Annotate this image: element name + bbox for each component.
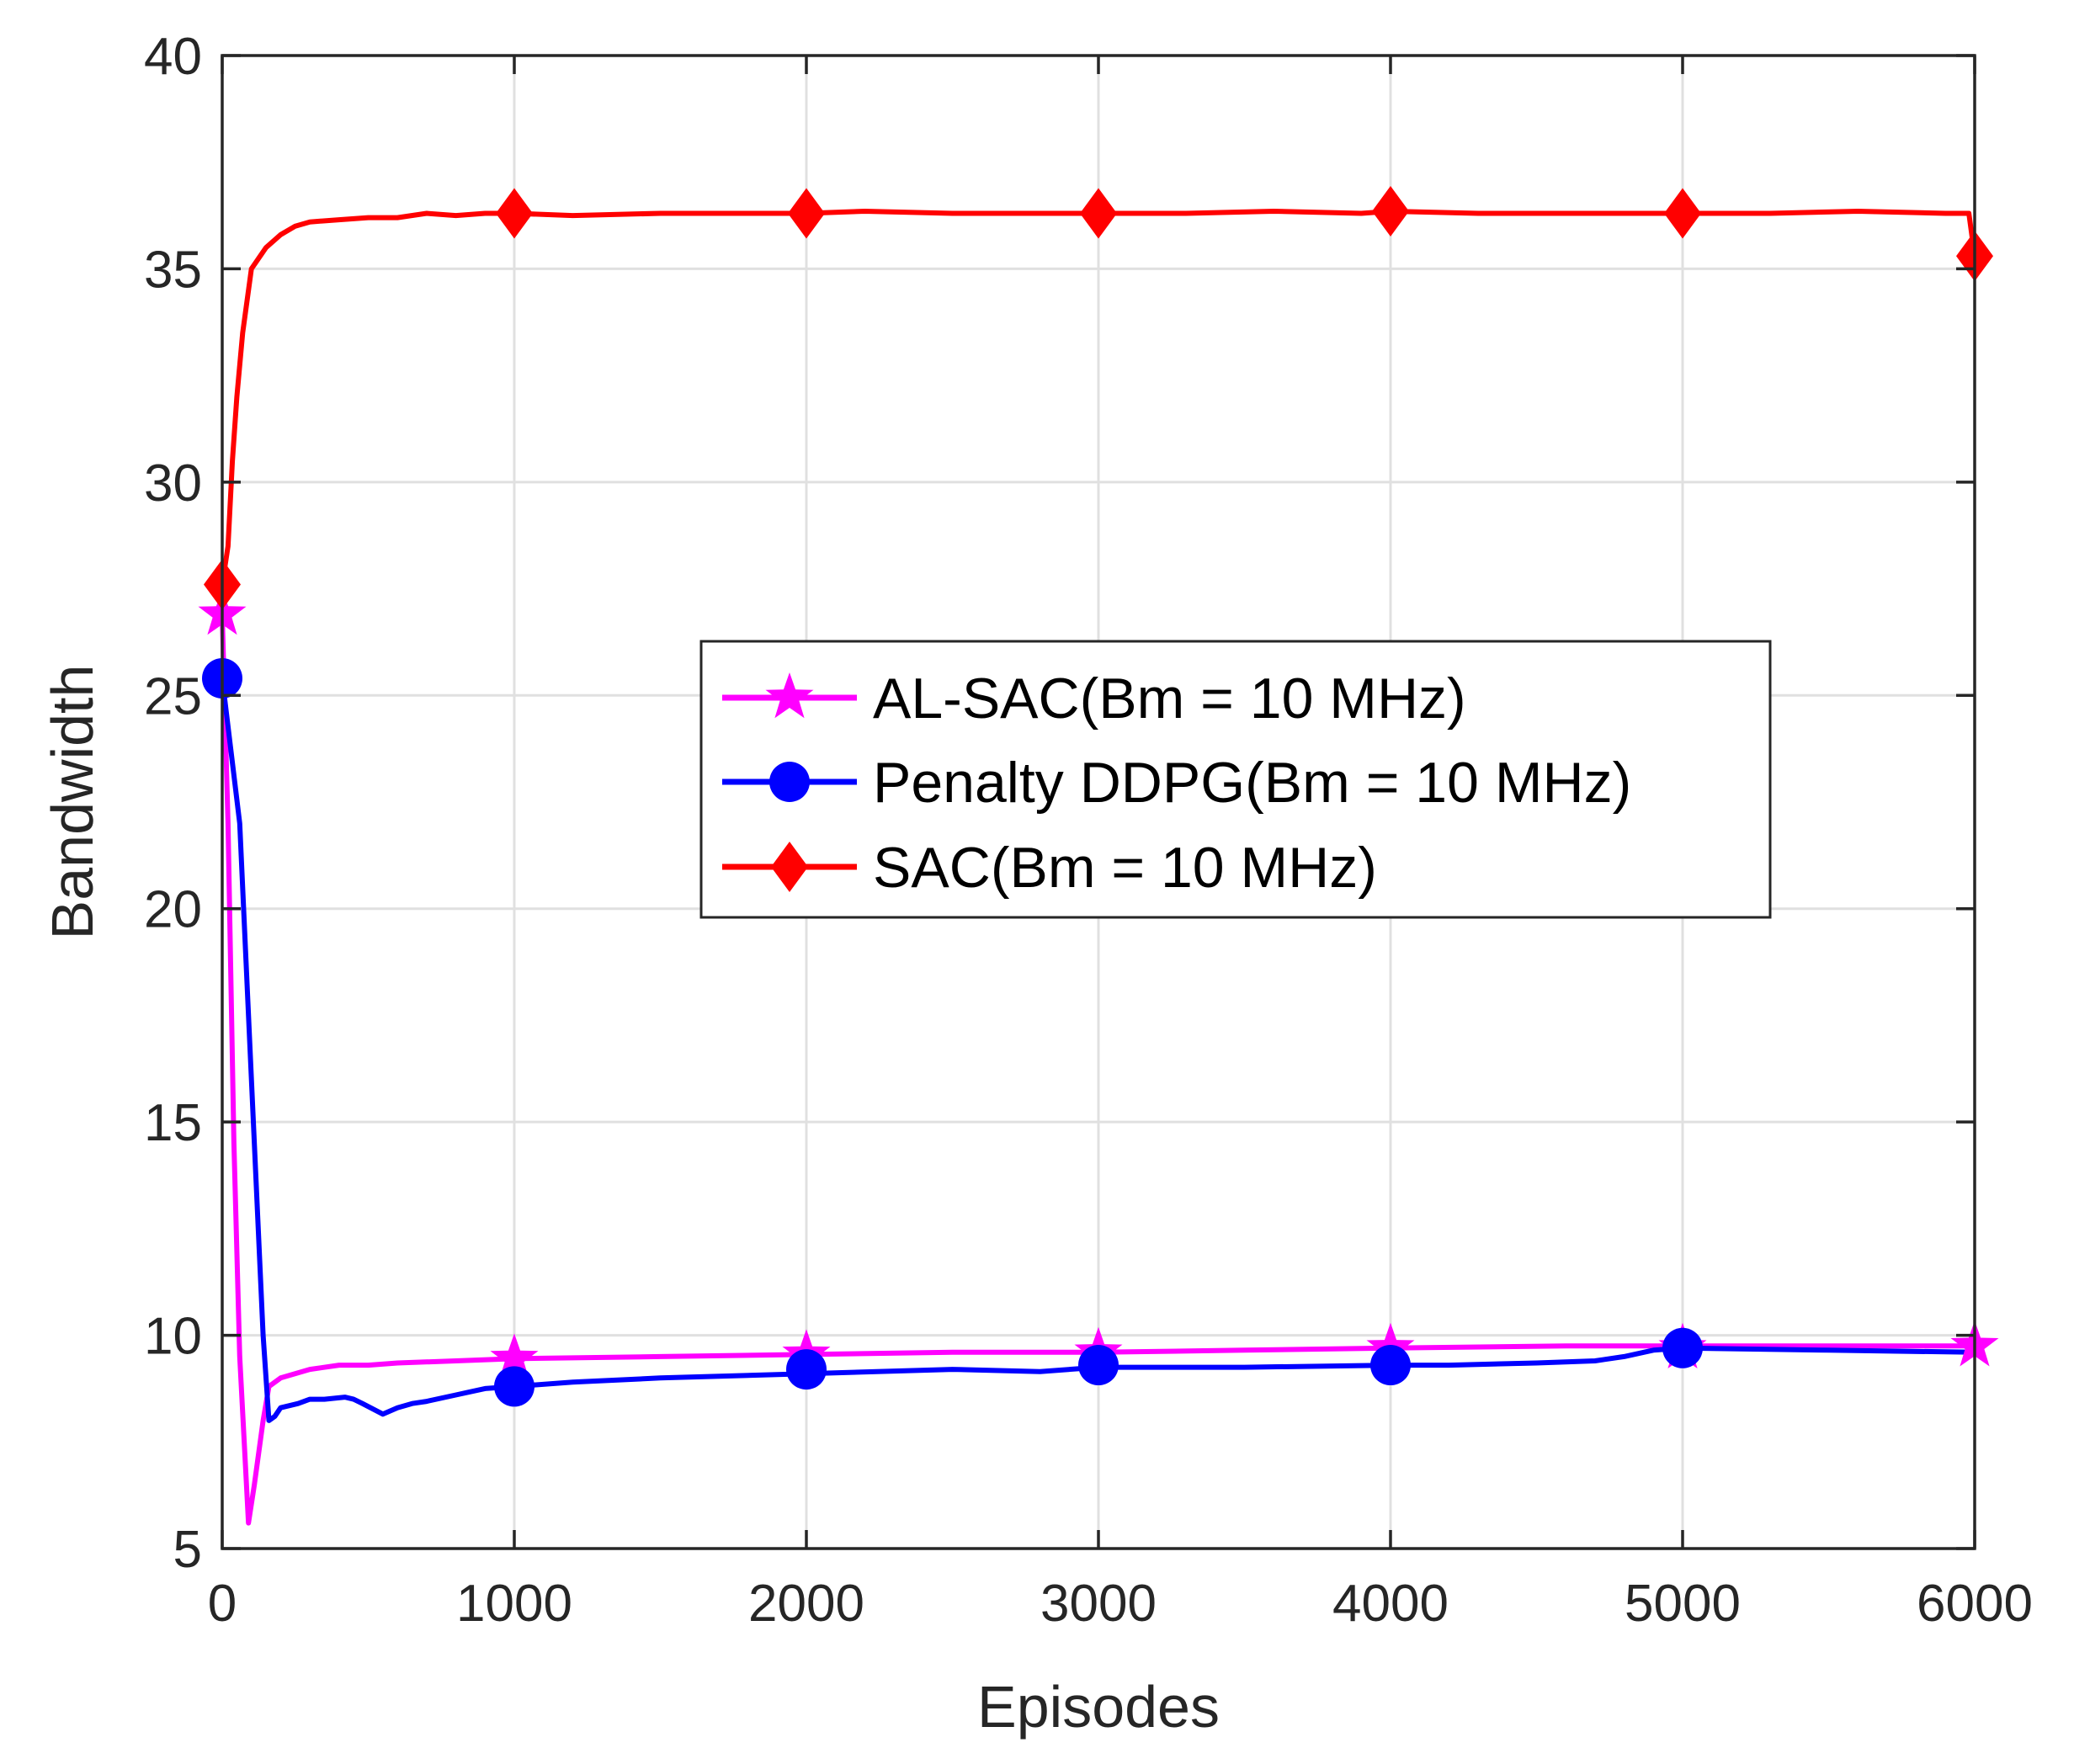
y-tick-label: 10 bbox=[144, 1308, 202, 1366]
legend-entry-sac: SAC(Bm = 10 MHz) bbox=[722, 836, 1377, 900]
legend-label-al-sac: AL-SAC(Bm = 10 MHz) bbox=[873, 667, 1466, 731]
legend-entry-penalty-ddpg: Penalty DDPG(Bm = 10 MHz) bbox=[722, 751, 1631, 815]
data-point-diamond bbox=[788, 188, 825, 239]
x-tick-label: 6000 bbox=[1917, 1575, 2033, 1633]
data-point-circle bbox=[1370, 1345, 1411, 1386]
data-point-circle bbox=[1662, 1327, 1703, 1368]
x-tick-label: 2000 bbox=[748, 1575, 864, 1633]
y-tick-label: 20 bbox=[144, 881, 202, 939]
y-tick-label: 40 bbox=[144, 28, 202, 86]
legend-circle-icon bbox=[769, 762, 810, 802]
y-tick-label: 25 bbox=[144, 667, 202, 725]
x-axis-label: Episodes bbox=[977, 1674, 1220, 1740]
data-point-diamond bbox=[1080, 188, 1117, 239]
legend-box bbox=[699, 640, 1772, 919]
data-point-circle bbox=[1078, 1345, 1119, 1386]
legend-label-penalty-ddpg: Penalty DDPG(Bm = 10 MHz) bbox=[873, 751, 1631, 815]
y-tick-label: 15 bbox=[144, 1094, 202, 1152]
y-tick-label: 30 bbox=[144, 454, 202, 513]
data-point-diamond bbox=[1372, 186, 1409, 237]
data-point-diamond bbox=[1664, 188, 1701, 239]
series-line-circle bbox=[220, 677, 1976, 1423]
y-tick-label: 5 bbox=[173, 1521, 202, 1579]
data-point-circle bbox=[494, 1366, 534, 1407]
data-point-circle bbox=[786, 1349, 827, 1390]
legend-label-sac: SAC(Bm = 10 MHz) bbox=[873, 836, 1377, 900]
legend-star-icon bbox=[765, 672, 814, 719]
x-tick-label: 1000 bbox=[456, 1575, 572, 1633]
legend: AL-SAC(Bm = 10 MHz) Penalty DDPG(Bm = 10… bbox=[699, 640, 1772, 919]
x-tick-label: 5000 bbox=[1625, 1575, 1741, 1633]
x-tick-label: 3000 bbox=[1040, 1575, 1157, 1633]
y-tick-label: 35 bbox=[144, 241, 202, 299]
x-tick-label: 4000 bbox=[1332, 1575, 1449, 1633]
data-point-star bbox=[490, 1333, 539, 1379]
legend-entry-al-sac: AL-SAC(Bm = 10 MHz) bbox=[722, 667, 1466, 731]
data-point-diamond bbox=[496, 188, 533, 239]
y-axis-label: Bandwidth bbox=[40, 665, 105, 940]
x-tick-label: 0 bbox=[208, 1575, 237, 1633]
ticks bbox=[221, 54, 1976, 1550]
series-line-diamond bbox=[220, 209, 1977, 585]
legend-diamond-icon bbox=[771, 842, 808, 892]
tick-labels: 0 1000 2000 3000 4000 5000 6000 5 10 15 20 25 30 35 40 bbox=[144, 28, 2033, 1633]
